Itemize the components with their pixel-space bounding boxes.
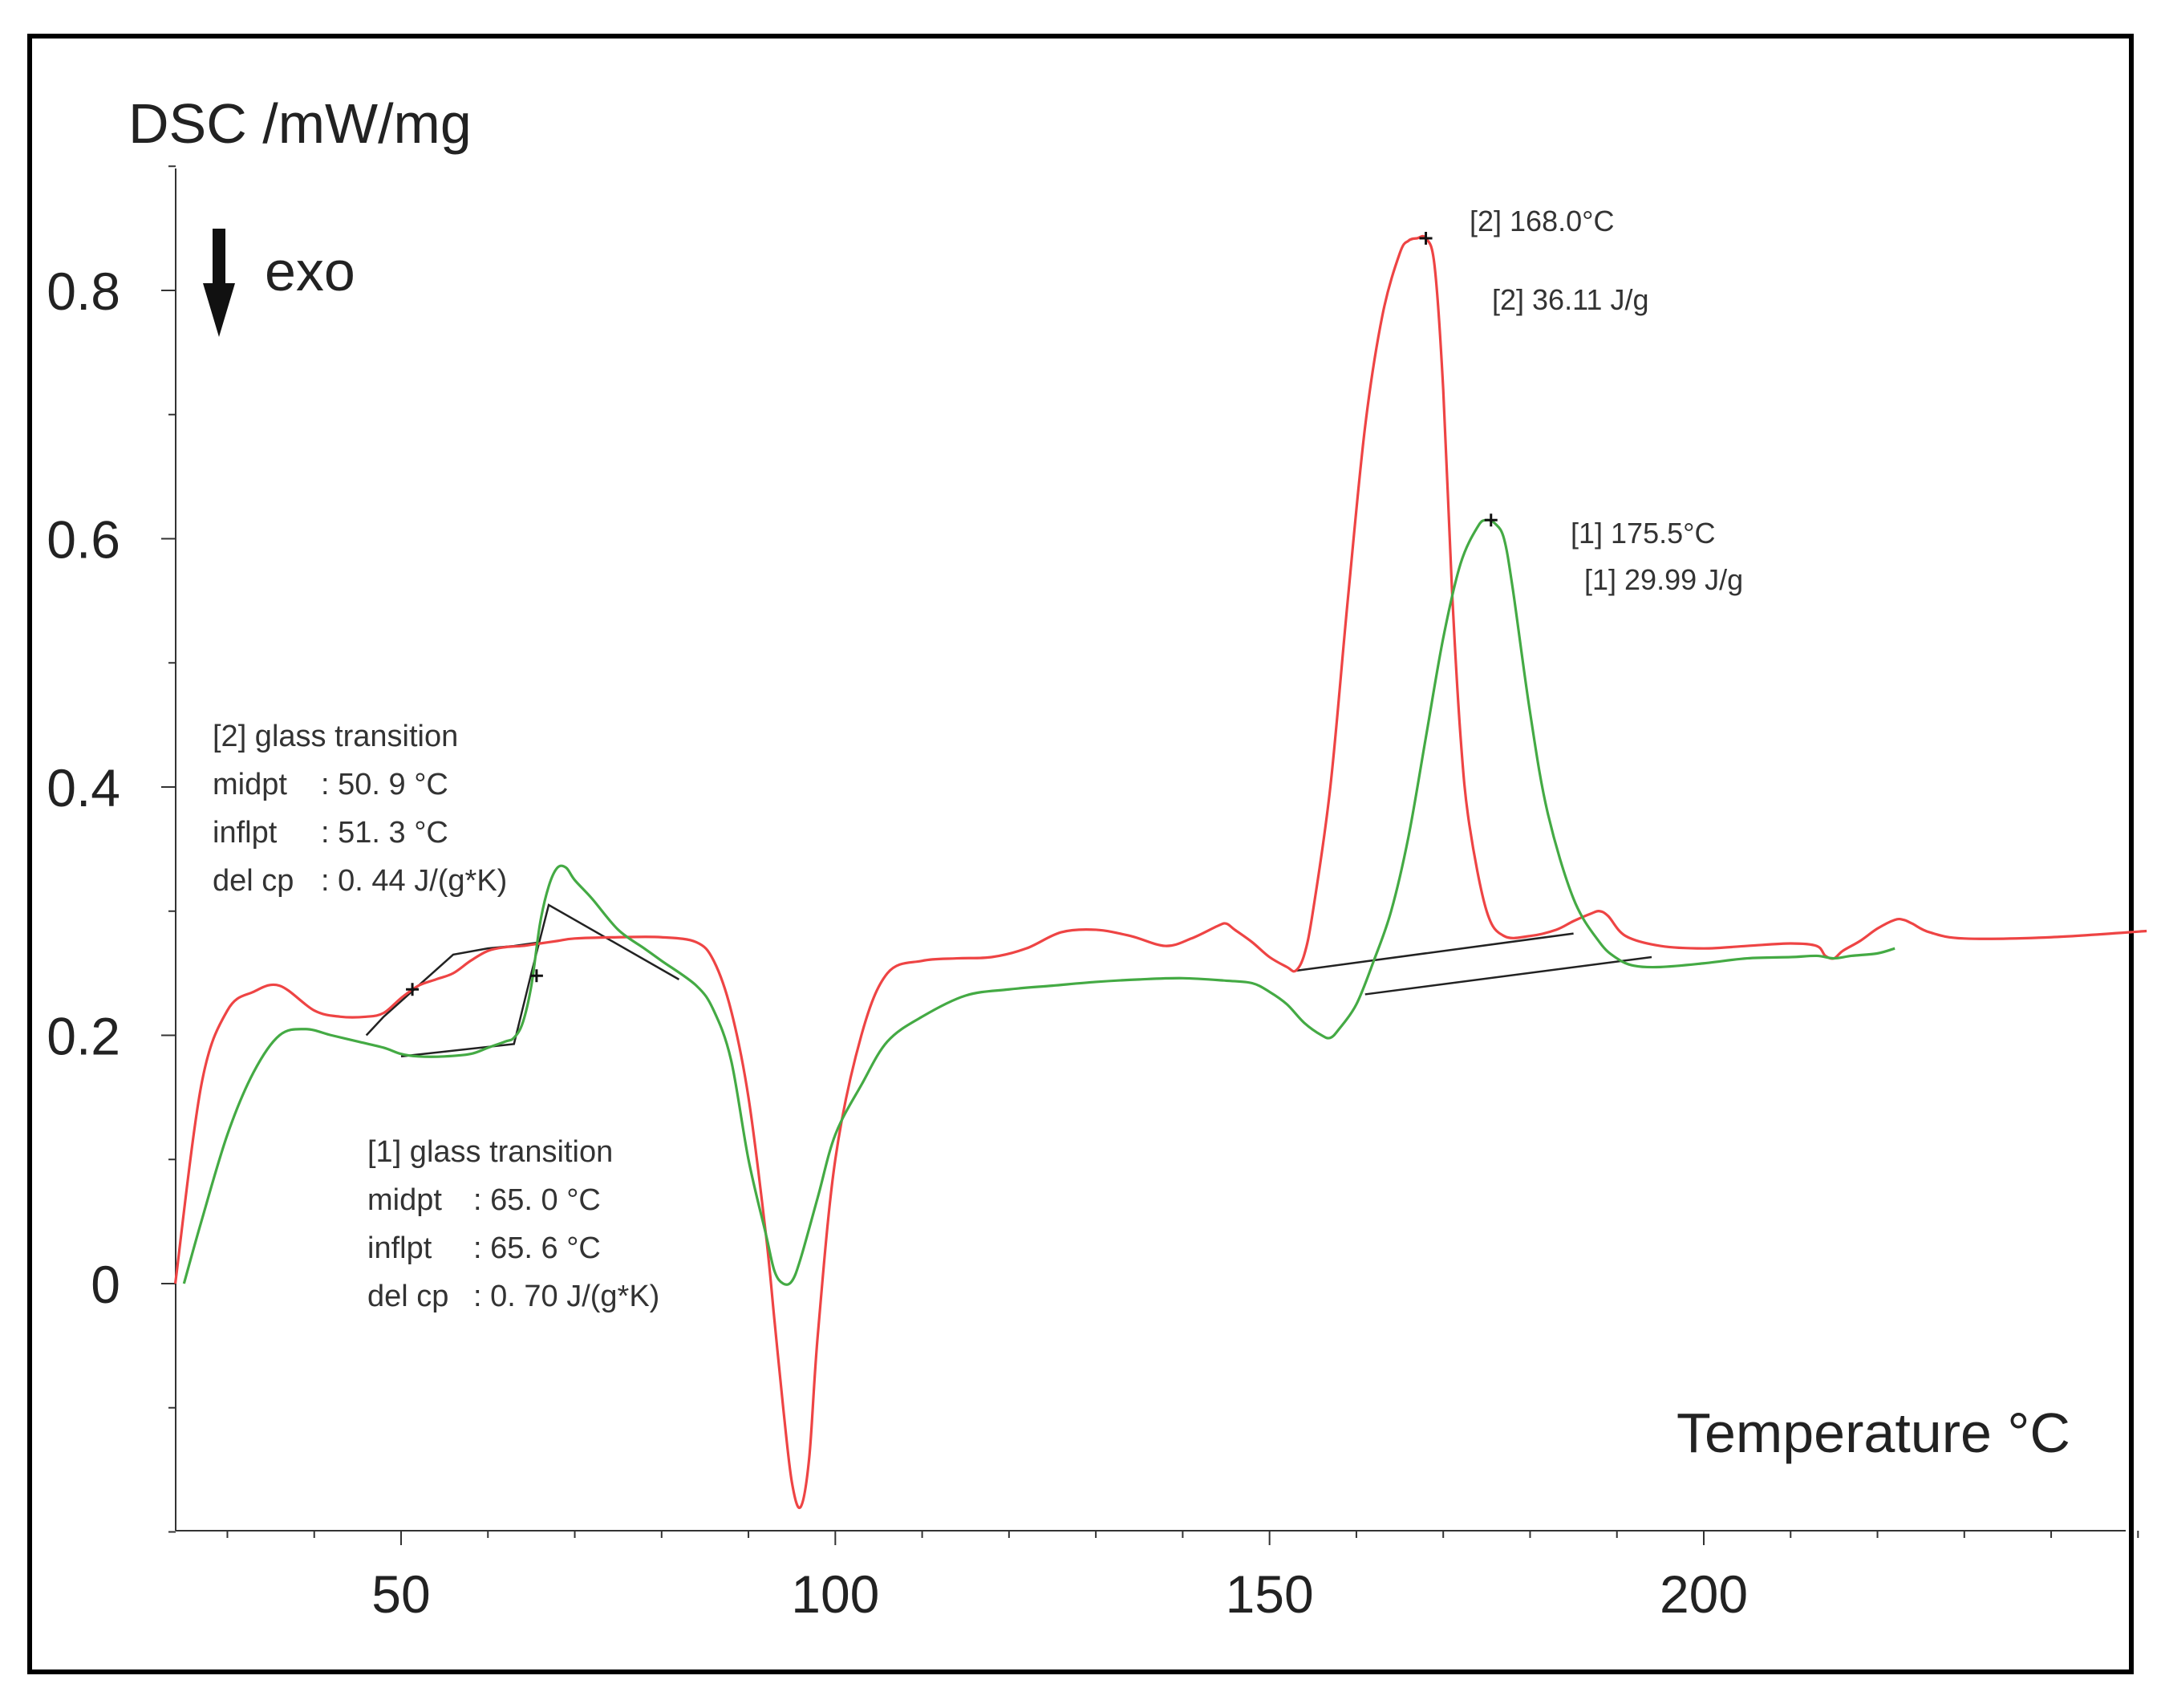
peak1-enthalpy-label: [1] 29.99 J/g <box>1584 563 1743 596</box>
glass1-delcp-value: : 0. 70 J/(g*K) <box>473 1280 659 1313</box>
construction-line <box>400 903 680 1058</box>
x-tick-label: 150 <box>1226 1564 1314 1624</box>
annotation-glass1: [1] glass transition midpt : 65. 0 °C in… <box>367 1135 659 1313</box>
glass1-midpt-value: : 65. 0 °C <box>473 1183 601 1217</box>
y-tick-label: 0.4 <box>47 758 120 817</box>
glass2-delcp-label: del cp <box>213 864 294 898</box>
x-tick-labels: 50 100 150 200 <box>371 1564 1748 1624</box>
construction-line <box>365 941 541 1037</box>
construction-line <box>1364 955 1652 996</box>
chart-frame <box>27 34 2134 1674</box>
peak-markers <box>406 232 1498 996</box>
peak1-temp-label: [1] 175.5°C <box>1571 517 1716 550</box>
y-tick-label: 0.8 <box>47 262 120 321</box>
glass1-inflpt-value: : 65. 6 °C <box>473 1231 601 1265</box>
x-tick-label: 50 <box>371 1564 430 1624</box>
glass1-midpt-label: midpt <box>367 1183 442 1217</box>
series-line <box>182 518 1895 1286</box>
glass2-midpt-value: : 50. 9 °C <box>321 768 448 801</box>
glass2-inflpt-value: : 51. 3 °C <box>321 816 448 850</box>
glass2-title: [2] glass transition <box>213 720 458 753</box>
down-arrow-icon <box>203 229 235 337</box>
axis-ticks <box>161 165 2139 1545</box>
peak-marker <box>406 983 420 996</box>
y-tick-label: 0.6 <box>47 510 120 570</box>
glass2-midpt-label: midpt <box>213 768 287 801</box>
construction-line <box>1295 932 1574 972</box>
glass2-inflpt-label: inflpt <box>213 816 278 850</box>
y-tick-labels: 0 0.2 0.4 0.6 0.8 <box>47 262 120 1314</box>
peak2-enthalpy-label: [2] 36.11 J/g <box>1492 283 1648 316</box>
y-tick-label: 0.2 <box>47 1007 120 1066</box>
y-axis-label: DSC /mW/mg <box>128 92 472 155</box>
annotation-glass2: [2] glass transition midpt : 50. 9 °C in… <box>213 720 507 898</box>
peak2-temp-label: [2] 168.0°C <box>1470 205 1615 237</box>
x-tick-label: 100 <box>791 1564 879 1624</box>
glass1-delcp-label: del cp <box>367 1280 448 1313</box>
peak-marker <box>1419 232 1433 245</box>
glass1-title: [1] glass transition <box>367 1135 613 1169</box>
series-group <box>173 234 2147 1510</box>
glass2-delcp-value: : 0. 44 J/(g*K) <box>321 864 507 898</box>
peak-marker <box>1484 513 1498 527</box>
peak-marker <box>529 969 543 983</box>
series-line <box>173 234 2147 1510</box>
x-axis-label: Temperature °C <box>1676 1402 2070 1464</box>
glass1-inflpt-label: inflpt <box>367 1231 432 1265</box>
y-tick-label: 0 <box>91 1255 120 1314</box>
exo-label: exo <box>265 240 355 302</box>
x-tick-label: 200 <box>1660 1564 1748 1624</box>
construction-lines <box>365 903 1652 1058</box>
